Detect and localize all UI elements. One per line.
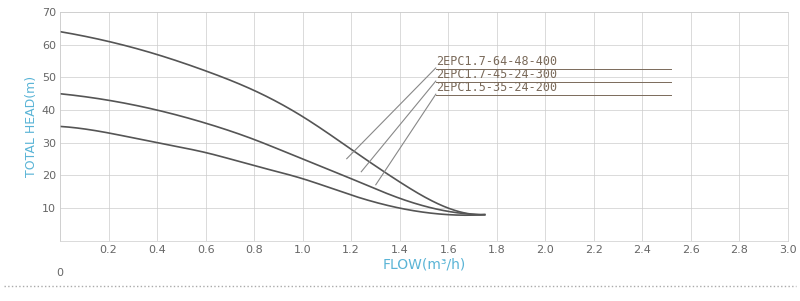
X-axis label: FLOW(m³/h): FLOW(m³/h)	[382, 258, 466, 272]
Text: 2EPC1.7-64-48-400: 2EPC1.7-64-48-400	[436, 54, 558, 68]
Text: 2EPC1.7-45-24-300: 2EPC1.7-45-24-300	[436, 68, 558, 81]
Text: 0: 0	[57, 268, 63, 278]
Text: 2EPC1.5-35-24-200: 2EPC1.5-35-24-200	[436, 81, 558, 94]
Y-axis label: TOTAL HEAD(m): TOTAL HEAD(m)	[25, 76, 38, 177]
